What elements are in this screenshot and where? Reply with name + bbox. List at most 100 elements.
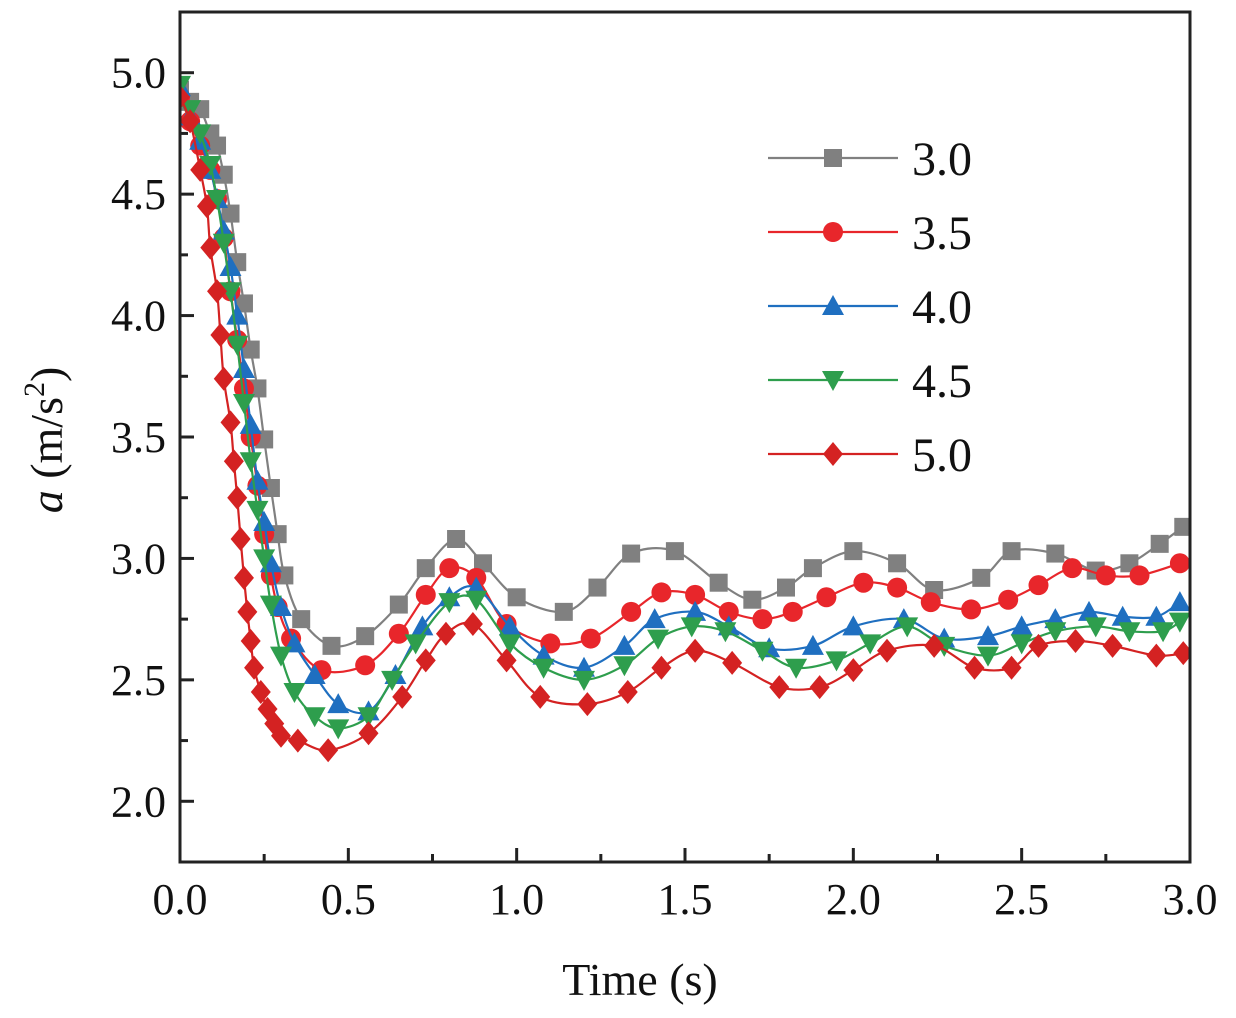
data-point [617,680,638,704]
y-tick-label: 3.5 [111,413,166,462]
series-line [180,86,1181,715]
data-point [714,622,737,643]
data-point [998,589,1019,610]
data-point [801,634,824,655]
legend-marker [822,295,844,315]
data-point [685,584,706,605]
data-point [1001,655,1022,680]
legend-label: 4.0 [912,281,972,334]
data-point [248,379,267,398]
data-point [643,608,666,629]
data-point [685,638,706,663]
data-point [665,542,684,561]
data-point [199,156,222,176]
data-point [462,612,483,636]
data-point [415,648,436,673]
data-point [322,636,341,655]
data-point [200,235,221,260]
data-point [227,485,248,510]
data-point [1010,634,1033,655]
data-point [439,558,460,579]
data-point [972,568,991,587]
data-point [1078,600,1100,621]
data-point [303,707,326,728]
data-point [223,449,244,474]
x-axis-title: Time (s) [562,954,718,1005]
y-tick-label: 5.0 [111,49,166,98]
data-point [189,124,212,145]
data-point [1129,565,1150,586]
data-point [844,542,863,561]
data-point [388,623,409,644]
data-point [474,554,492,573]
data-point [250,680,271,704]
data-point [438,593,461,614]
data-point [1168,591,1190,612]
data-point [777,578,795,597]
data-point [303,664,326,684]
data-point [961,599,982,620]
data-point [532,658,555,679]
data-point [498,615,521,636]
data-point [212,233,235,254]
data-point [709,573,728,592]
data-point [232,394,255,414]
data-point [196,194,217,219]
data-point [253,549,276,570]
data-point [554,602,573,621]
series-layer [180,75,1190,763]
data-point [924,633,945,658]
legend-item-4-0: 4.0 [768,281,972,334]
data-point [411,615,434,636]
data-point [1065,629,1086,653]
x-tick-label: 3.0 [1163,875,1218,924]
x-tick-label: 2.0 [826,875,881,924]
data-point [287,728,308,753]
data-point [416,559,435,578]
legend: 3.0 3.5 4.0 4.5 5.0 [768,133,972,482]
data-point [358,721,379,746]
y-axis-unit-exponent: 2 [18,382,51,397]
series-3-5 [180,87,1190,681]
y-axis-unit: (m/s [21,397,72,490]
data-point [577,692,598,717]
data-point [447,530,466,548]
data-point [1174,517,1190,536]
y-tick-label: 2.0 [111,777,166,826]
series-4-5 [180,75,1190,740]
data-point [843,658,864,683]
data-point [964,655,985,680]
data-point [239,413,262,434]
data-point [977,625,999,646]
data-point [1046,544,1065,563]
data-point [859,634,882,655]
legend-item-3-0: 3.0 [768,133,972,186]
data-point [207,279,228,304]
data-point [239,452,262,473]
legend-marker [823,222,843,242]
legend-marker [822,371,844,391]
series-line [180,96,1184,752]
data-point [190,157,211,182]
data-point [180,85,190,109]
data-point [888,554,907,573]
x-tick-label: 0.0 [153,875,208,924]
data-point [684,600,707,621]
data-point [1118,622,1141,643]
data-point [240,629,261,653]
data-point [1102,633,1123,658]
data-point [803,559,822,578]
series-5-0 [180,85,1190,763]
data-point [415,584,436,605]
data-point [977,646,999,667]
y-axis-unit-close: ) [21,367,72,382]
data-point [237,599,258,624]
data-point [877,638,897,663]
data-point [233,565,254,590]
data-point [816,587,837,608]
data-point [270,596,292,616]
data-point [1062,558,1083,579]
data-point [246,500,269,521]
data-point [208,136,227,155]
